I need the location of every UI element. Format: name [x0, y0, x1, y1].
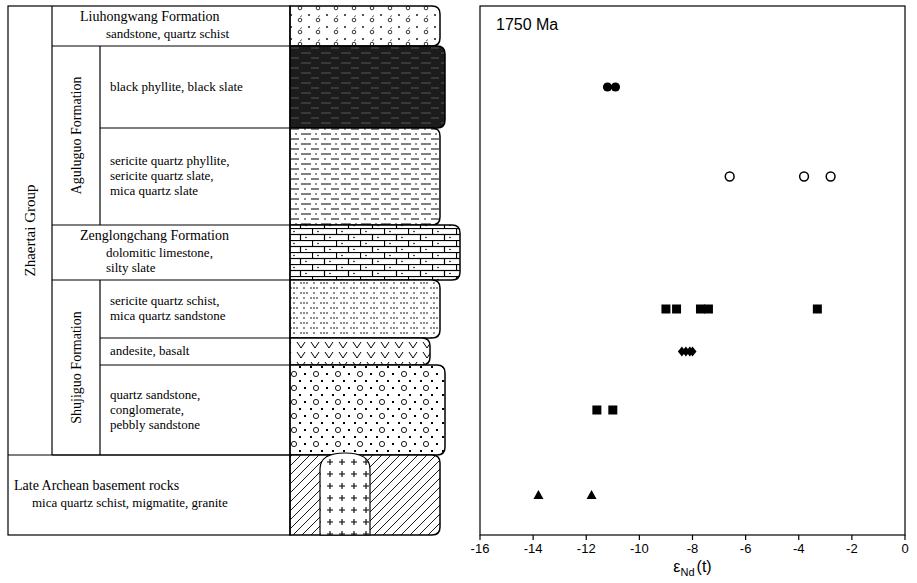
x-tick-label: 0: [901, 541, 908, 556]
data-point: [725, 172, 734, 181]
lithology-layer: [290, 6, 440, 46]
data-point: [672, 305, 681, 314]
layer-divider: [100, 337, 290, 338]
layer-divider: [100, 127, 290, 128]
lithology-text: black phyllite, black slate: [110, 79, 243, 94]
lithology-layer: [290, 338, 430, 365]
formation-divider: [52, 279, 290, 280]
data-point: [826, 172, 835, 181]
x-tick-label: -4: [793, 541, 805, 556]
x-axis-title-part: ε: [673, 558, 680, 575]
formation-label-divider: [99, 280, 100, 455]
group-divider: [51, 6, 52, 455]
lithology-layer: [290, 280, 440, 338]
lithology-layer: [290, 225, 460, 280]
plot-frame: [480, 6, 905, 535]
lithology-layer: [290, 365, 445, 455]
lithology-text: silty slate: [106, 260, 156, 275]
x-tick: [745, 535, 746, 540]
lithology-text: pebbly sandstone: [110, 417, 200, 432]
figure: Liuhongwang Formation sandstone, quartz s…: [0, 0, 917, 583]
formation-name: Shujiguo Formation: [69, 311, 84, 423]
x-axis-title: εNd(t): [673, 558, 711, 578]
unit-name: Liuhongwang Formation: [80, 9, 220, 24]
data-point: [696, 305, 705, 314]
x-tick: [639, 535, 640, 540]
x-tick-label: -10: [630, 541, 649, 556]
table-frame: [8, 6, 290, 535]
lithology-text: sericite quartz slate,: [110, 168, 214, 183]
lithology-layer: [290, 128, 440, 225]
data-point: [603, 82, 612, 91]
lithology-text: mica quartz schist, migmatite, granite: [32, 495, 228, 510]
data-point: [587, 490, 597, 499]
x-tick: [586, 535, 587, 540]
annotation: 1750 Ma: [496, 16, 558, 33]
x-axis-title-part: (t): [697, 558, 712, 575]
x-tick-label: -12: [577, 541, 596, 556]
lithology-layer: [290, 46, 445, 128]
lithology-column: [290, 6, 460, 535]
lithology-text: sandstone, quartz schist: [106, 26, 230, 41]
x-tick-label: -2: [846, 541, 858, 556]
lithology-text: andesite, basalt: [110, 343, 190, 358]
x-axis-title-part: Nd: [680, 566, 694, 578]
x-tick-label: -8: [687, 541, 699, 556]
lithology-text: sericite quartz phyllite,: [110, 153, 229, 168]
x-tick: [533, 535, 534, 540]
basement-divider: [8, 454, 290, 455]
granite-intrusion: [320, 453, 370, 535]
data-point: [592, 406, 601, 415]
lithology-text: sericite quartz schist,: [110, 293, 219, 308]
data-point: [800, 172, 809, 181]
x-tick: [851, 535, 852, 540]
layer-divider: [100, 364, 290, 365]
data-point: [661, 305, 670, 314]
data-point: [813, 305, 822, 314]
lithology-text: conglomerate,: [110, 402, 184, 417]
formation-label-divider: [99, 46, 100, 225]
x-tick: [692, 535, 693, 540]
x-tick: [904, 535, 905, 540]
data-point: [689, 347, 697, 357]
lithology-text: mica quartz sandstone: [110, 308, 226, 323]
x-tick-label: -6: [740, 541, 752, 556]
formation-divider: [52, 45, 290, 46]
formation-name: Aguluguo Formation: [69, 77, 84, 195]
lithology-text: quartz sandstone,: [110, 387, 200, 402]
data-point: [611, 82, 620, 91]
markers: [533, 82, 835, 499]
data-point: [608, 406, 617, 415]
unit-name: Zenglongchang Formation: [80, 228, 229, 243]
lithology-text: dolomitic limestone,: [106, 245, 213, 260]
x-tick-label: -14: [524, 541, 543, 556]
formation-divider: [52, 224, 290, 225]
x-tick: [798, 535, 799, 540]
unit-name: Late Archean basement rocks: [14, 478, 179, 493]
stratigraphy-table: Liuhongwang Formation sandstone, quartz s…: [8, 6, 290, 535]
group-name: Zhaertai Group: [22, 184, 38, 276]
plot: -16 -14 -12 -10 -8 -6 -4 -2 0 εNd(t) 1750 Ma: [471, 6, 909, 578]
data-point: [533, 490, 543, 499]
lithology-text: mica quartz slate: [110, 183, 198, 198]
x-tick: [479, 535, 480, 540]
x-tick-label: -16: [471, 541, 490, 556]
data-point: [704, 305, 713, 314]
